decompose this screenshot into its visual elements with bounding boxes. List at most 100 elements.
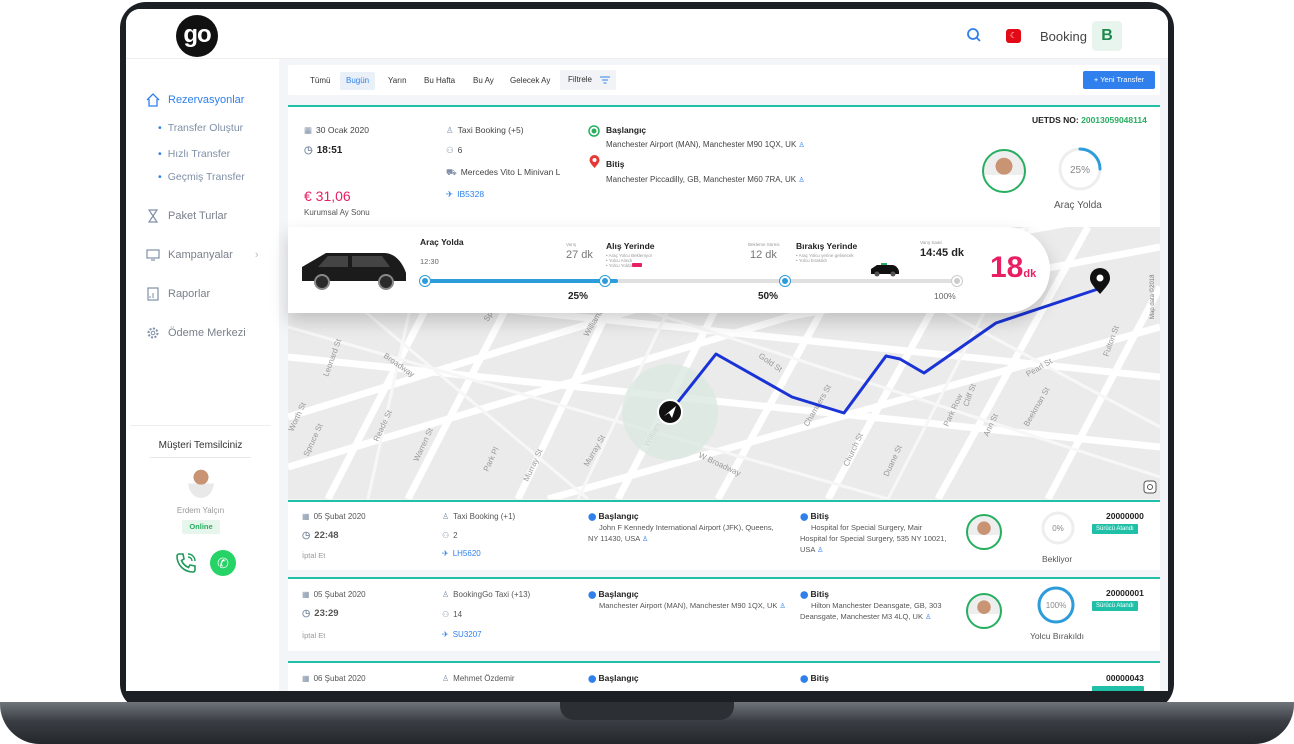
sidebar-subitem-hizli-transfer[interactable]: Hızlı Transfer (158, 148, 230, 160)
user-icon: ♙ (446, 125, 454, 135)
group-icon: ⚇ (442, 610, 450, 619)
progress-ring-label: 25% (1070, 165, 1090, 176)
row-time: ◷ 23:29 (302, 608, 339, 619)
location-pin-icon: ⬤ (588, 674, 597, 683)
driver-photo[interactable] (966, 593, 1002, 629)
uetds-label: UETDS NO: (1032, 115, 1079, 125)
user-icon: ♙ (442, 590, 450, 599)
turkish-flag-icon[interactable]: ☾ (1006, 29, 1021, 43)
end-marker-icon (589, 155, 600, 168)
stage-arac-yolda-value: 27 dk (566, 249, 593, 261)
tab-bugun[interactable]: Bugün (340, 72, 376, 90)
plane-icon: ✈ (442, 630, 449, 639)
gear-icon (147, 327, 159, 339)
tab-tumu[interactable]: Tümü (310, 76, 331, 85)
location-pin-icon: ⬤ (588, 590, 597, 599)
tab-gelecek-ay[interactable]: Gelecek Ay (510, 76, 551, 85)
progress-dot-50 (780, 276, 790, 286)
flight-text: IB5328 (457, 189, 485, 199)
row-company-text: Taxi Booking (+1) (453, 512, 516, 521)
tab-yarin[interactable]: Yarın (388, 76, 407, 85)
user-avatar[interactable]: B (1092, 21, 1122, 51)
row-date: ▦ 06 Şubat 2020 (302, 674, 366, 683)
sidebar-item-kampanyalar[interactable]: Kampanyalar › (146, 248, 259, 262)
sidebar-item-paket-turlar[interactable]: Paket Turlar (146, 209, 227, 223)
booking-flight[interactable]: ✈ IB5328 (446, 189, 484, 200)
row-date: ▦ 05 Şubat 2020 (302, 512, 366, 521)
progress-ring-label: 0% (1052, 524, 1064, 533)
driver-photo[interactable] (982, 149, 1026, 193)
row-company-text: Mehmet Özdemir (453, 674, 515, 683)
filter-bar: Tümü Bugün Yarın Bu Hafta Bu Ay Gelecek … (288, 65, 1160, 95)
row-flight-text: SU3207 (452, 630, 482, 639)
row-end: ⬤ Bitiş (800, 673, 829, 684)
row-status: Bekliyor (1042, 554, 1073, 564)
location-pin-icon: ⬤ (800, 674, 809, 683)
price-note: Kurumsal Ay Sonu (304, 208, 370, 217)
status-badge (1092, 686, 1144, 691)
row-flight[interactable]: ✈ LH5620 (442, 549, 481, 558)
driver-photo[interactable] (966, 514, 1002, 550)
go-logo[interactable]: go (176, 15, 218, 57)
chevron-right-icon: › (254, 249, 259, 261)
calendar-icon: ▦ (302, 590, 310, 599)
location-pin-icon: ⬤ (588, 512, 597, 521)
person-icon: ♙ (779, 603, 786, 610)
row-company: ♙ BookingGo Taxi (+13) (442, 590, 530, 599)
sidebar-item-odeme-merkezi[interactable]: Ödeme Merkezi (146, 326, 246, 340)
sidebar-subitem-transfer-olustur[interactable]: Transfer Oluştur (158, 122, 243, 134)
filter-label: Filtrele (568, 75, 593, 84)
stage-note: • Yolcu Yolda (606, 263, 632, 268)
booking-row[interactable]: ▦ 06 Şubat 2020 ♙ Mehmet Özdemir ⬤ Başlang… (288, 661, 1160, 691)
filter-button[interactable]: Filtrele (560, 70, 616, 90)
new-transfer-button[interactable]: + Yeni Transfer (1083, 71, 1155, 89)
stage-note: • Yolcu bırakıldı (796, 258, 827, 263)
start-address-text: Manchester Airport (MAN), Manchester M90… (606, 140, 797, 149)
progress-ring-label: 100% (1046, 601, 1066, 610)
booking-passengers: ⚇ 6 (446, 145, 462, 156)
eta-minutes: 18dk (990, 251, 1036, 285)
sidebar-item-rezervasyonlar[interactable]: Rezervasyonlar (146, 93, 244, 107)
map-credit: Map data ©2018 (1150, 274, 1156, 319)
row-time: ◷ 22:48 (302, 530, 339, 541)
row-end: ⬤ Bitiş Hilton Manchester Deansgate, GB, … (800, 589, 960, 623)
booking-time: ◷ 18:51 (304, 145, 342, 156)
booking-row[interactable]: ▦ 05 Şubat 2020 ◷ 23:29 İptal Et ♙ BookingG… (288, 577, 1160, 651)
home-icon (146, 93, 160, 107)
phone-icon[interactable] (174, 551, 198, 575)
plane-icon: ✈ (446, 189, 454, 199)
car-icon: ⛟ (446, 167, 457, 177)
van-image (302, 253, 406, 290)
time-text: 18:51 (316, 145, 343, 156)
row-start-text: John F Kennedy International Airport (JF… (588, 523, 774, 543)
rep-title: Müşteri Temsilciniz (158, 440, 243, 451)
stage-arac-yolda-title: Araç Yolda (420, 237, 464, 247)
sidebar-subitem-gecmis-transfer[interactable]: Geçmiş Transfer (158, 171, 245, 183)
tab-bu-ay[interactable]: Bu Ay (473, 76, 494, 85)
stage-birakis-yerinde-value: 14:45 dk (920, 247, 965, 259)
sidebar-item-raporlar[interactable]: Raporlar (146, 287, 210, 301)
cancel-link[interactable]: İptal Et (302, 631, 326, 640)
cancel-link[interactable]: İptal Et (302, 551, 326, 560)
calendar-icon: ▦ (302, 512, 310, 521)
booking-row[interactable]: ▦ 05 Şubat 2020 ◷ 22:48 İptal Et ♙ Taxi Boo… (288, 500, 1160, 570)
sidebar-item-label: Raporlar (168, 288, 211, 300)
row-end-text: Hospital for Special Surgery, Mair Hospi… (800, 523, 947, 554)
row-end-text: Hilton Manchester Deansgate, GB, 303 Dea… (800, 601, 942, 621)
whatsapp-icon[interactable]: ✆ (210, 550, 236, 576)
row-start: ⬤ Başlangıç (588, 673, 639, 684)
stage-marker (632, 263, 642, 267)
end-address: Manchester Piccadilly, GB, Manchester M6… (606, 175, 805, 184)
booking-company: ♙ Taxi Booking (+5) (446, 125, 524, 136)
progress-ring: 100% (1037, 586, 1075, 624)
divider (150, 457, 251, 458)
row-flight[interactable]: ✈ SU3207 (442, 630, 482, 639)
tab-bu-hafta[interactable]: Bu Hafta (424, 76, 456, 85)
location-pin-icon: ⬤ (800, 590, 809, 599)
search-icon[interactable] (966, 27, 982, 43)
person-icon: ♙ (925, 614, 932, 621)
row-booking-number: 20000000 (1106, 511, 1144, 521)
end-address-text: Manchester Piccadilly, GB, Manchester M6… (606, 175, 797, 184)
account-name[interactable]: Booking (1040, 29, 1087, 44)
progress-dot-end (952, 276, 962, 286)
